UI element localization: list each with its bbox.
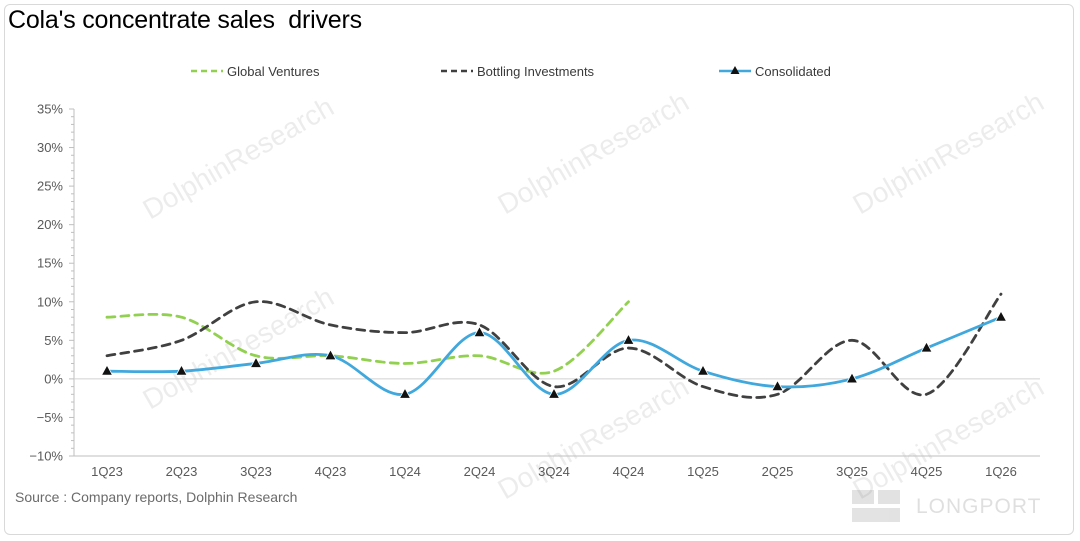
watermark-text: DolphinResearch: [848, 371, 1050, 505]
chart-axes: 35% 30% 25% 20% 15% 10% 5% 0% −5% −10% 1Q23 2Q23 3Q2…: [29, 102, 1040, 479]
y-tick-label: 20%: [37, 217, 63, 232]
y-tick-label: 0%: [44, 371, 63, 386]
chart-frame: [4, 4, 1074, 535]
x-tick-label: 3Q25: [836, 464, 868, 479]
legend-swatch-bottling-investments: [441, 69, 473, 73]
data-point-consolidated: [696, 364, 710, 376]
data-point-consolidated: [547, 387, 561, 399]
longport-logo: LONGPORT: [852, 490, 1041, 524]
y-tick-label: 5%: [44, 333, 63, 348]
data-point-consolidated: [473, 325, 486, 338]
y-tick-label: 25%: [37, 179, 63, 194]
y-tick-label: 30%: [37, 140, 63, 155]
data-point-consolidated: [249, 356, 263, 368]
watermarks: DolphinResearch DolphinResearch DolphinRes…: [138, 86, 1050, 505]
data-point-consolidated: [994, 310, 1008, 322]
legend-swatch-global-ventures: [191, 69, 223, 73]
y-tick-label: 10%: [37, 294, 63, 309]
x-tick-label: 1Q25: [687, 464, 719, 479]
data-point-consolidated: [100, 364, 114, 376]
watermark-text: DolphinResearch: [138, 91, 340, 225]
x-tick-label: 4Q25: [911, 464, 943, 479]
legend-item-consolidated: Consolidated: [718, 62, 831, 80]
legend-label-bottling-investments: Bottling Investments: [477, 63, 595, 79]
series-line-global-ventures: [105, 300, 630, 375]
series-layer: [100, 292, 1008, 399]
data-point-consolidated: [175, 364, 188, 376]
x-tick-label: 3Q24: [538, 464, 570, 479]
legend-item-bottling-investments: Bottling Investments: [440, 62, 594, 80]
x-tick-label: 3Q23: [240, 464, 272, 479]
x-tick-label: 1Q26: [985, 464, 1017, 479]
chart-title: Cola's concentrate sales drivers: [8, 6, 362, 34]
y-tick-label: 15%: [37, 256, 63, 271]
legend-label-consolidated: Consolidated: [755, 63, 831, 79]
data-point-consolidated: [324, 348, 337, 361]
x-tick-label: 1Q23: [91, 464, 123, 479]
data-point-consolidated: [398, 387, 412, 399]
watermark-text: DolphinResearch: [493, 86, 695, 220]
x-tick-label: 2Q25: [762, 464, 794, 479]
data-point-consolidated: [622, 333, 635, 345]
x-tick-label: 4Q23: [315, 464, 347, 479]
data-point-consolidated: [771, 379, 784, 392]
x-tick-label: 2Q23: [166, 464, 198, 479]
data-point-consolidated: [845, 372, 859, 384]
y-tick-label: −5%: [37, 410, 64, 425]
source-note: Source : Company reports, Dolphin Resear…: [15, 489, 298, 505]
x-tick-label: 4Q24: [613, 464, 645, 479]
legend-swatch-consolidated: [719, 66, 751, 74]
x-tick-label: 1Q24: [389, 464, 421, 479]
longport-logo-text: LONGPORT: [916, 495, 1042, 518]
longport-logo-mark: [852, 490, 904, 524]
watermark-text: DolphinResearch: [848, 86, 1050, 220]
y-tick-label: −10%: [29, 449, 63, 464]
legend-item-global-ventures: Global Ventures: [190, 62, 320, 80]
series-line-bottling-investments: [105, 292, 1003, 399]
x-tick-label: 2Q24: [464, 464, 496, 479]
y-tick-label: 35%: [37, 102, 63, 117]
watermark-text: DolphinResearch: [493, 371, 695, 505]
data-point-consolidated: [920, 341, 933, 353]
legend-label-global-ventures: Global Ventures: [227, 63, 320, 79]
